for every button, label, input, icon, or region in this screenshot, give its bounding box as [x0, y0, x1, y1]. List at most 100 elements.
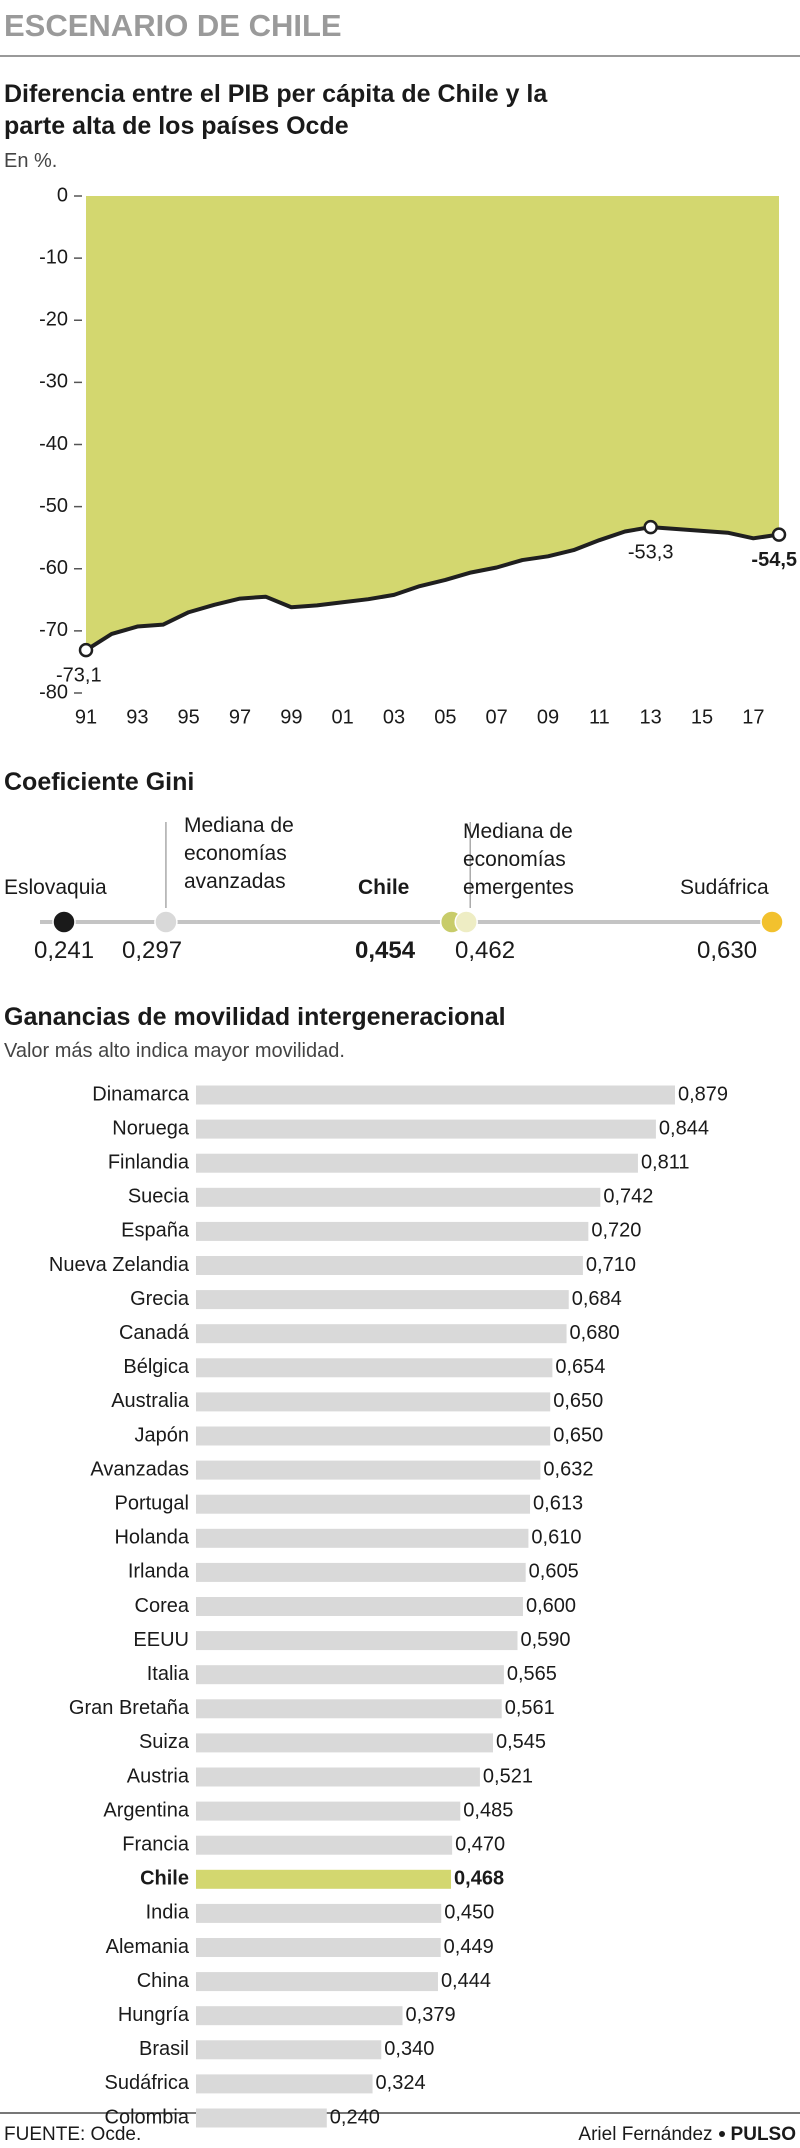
category-label: Finlandia	[108, 1151, 190, 1173]
bar	[196, 1972, 438, 1992]
category-label: Francia	[122, 1833, 190, 1855]
value-label: 0,680	[570, 1322, 620, 1344]
bar	[196, 1528, 529, 1548]
category-label: Corea	[135, 1595, 190, 1617]
dot	[454, 910, 478, 934]
value-label: 0,811	[641, 1151, 690, 1173]
category-label: Italia	[147, 1663, 190, 1685]
category-label: Alemania	[106, 1936, 190, 1958]
brand: PULSO	[730, 2124, 796, 2145]
value-label: 0,684	[572, 1288, 622, 1310]
category-label: España	[121, 1220, 190, 1242]
author: Ariel Fernández	[578, 2124, 713, 2145]
value-label: 0,340	[384, 2038, 434, 2060]
value-label: 0,720	[591, 1220, 641, 1242]
x-tick-label: 97	[229, 706, 251, 728]
separator	[718, 2131, 725, 2137]
value-label: 0,545	[496, 1731, 546, 1753]
y-tick-label: -70	[39, 619, 68, 641]
chart-title: Diferencia entre el PIB per cápita de Ch…	[4, 80, 548, 140]
category-label: Avanzadas	[90, 1458, 189, 1480]
value-label: 0,324	[376, 2072, 426, 2094]
category-label: Bélgica	[123, 1356, 189, 1378]
category-label: Suecia	[128, 1186, 190, 1208]
value-label: 0,449	[444, 1936, 494, 1958]
category-label: Sudáfrica	[680, 876, 769, 899]
value-label: 0,444	[441, 1970, 491, 1992]
bar	[196, 1665, 504, 1685]
bar	[196, 1699, 502, 1719]
bar	[196, 1903, 442, 1923]
chart-title: Coeficiente Gini	[4, 768, 195, 796]
category-label: Nueva Zelandia	[49, 1254, 190, 1276]
value-label: 0,565	[507, 1663, 557, 1685]
value-label: 0,561	[505, 1697, 555, 1719]
bar	[196, 1426, 551, 1446]
value-label: 0,521	[483, 1765, 533, 1787]
value-label: -53,3	[628, 541, 674, 563]
chart-subtitle: Valor más alto indica mayor movilidad.	[4, 1040, 345, 1062]
value-label: 0,590	[521, 1629, 571, 1651]
value-label: 0,468	[454, 1868, 504, 1890]
value-label: 0,610	[531, 1527, 581, 1549]
category-label: Chile	[140, 1868, 189, 1890]
chart-title: Ganancias de movilidad intergeneracional	[4, 1003, 506, 1031]
bar	[196, 2040, 382, 2060]
value-label: 0,600	[526, 1595, 576, 1617]
line	[84, 525, 780, 652]
category-label: Mediana de economías emergentes	[463, 820, 574, 899]
bar	[196, 1562, 526, 1582]
y-tick-label: -30	[39, 371, 68, 393]
category-label: Mediana de economías avanzadas	[184, 814, 294, 893]
value-label: 0,650	[553, 1424, 603, 1446]
y-tick-label: -10	[39, 246, 68, 268]
category-label: Grecia	[130, 1288, 190, 1310]
bar	[196, 1869, 452, 1889]
value-label: 0,241	[34, 937, 95, 964]
bar	[196, 1221, 589, 1241]
x-tick-label: 15	[691, 706, 713, 728]
category-label: Chile	[358, 876, 410, 899]
value-label: 0,613	[533, 1492, 583, 1514]
bar	[196, 1119, 656, 1139]
category-label: Suiza	[139, 1731, 190, 1753]
x-tick-label: 03	[383, 706, 405, 728]
x-tick-label: 13	[640, 706, 662, 728]
category-label: Portugal	[115, 1492, 190, 1514]
category-label: Canadá	[119, 1322, 190, 1344]
bar	[196, 1801, 461, 1821]
bar	[196, 1494, 531, 1514]
y-tick-label: -50	[39, 495, 68, 517]
bar	[196, 1153, 638, 1173]
category-label: Colombia	[105, 2106, 190, 2128]
bar	[196, 2074, 373, 2094]
bar	[196, 1938, 441, 1957]
bar	[196, 1324, 567, 1344]
category-label: Dinamarca	[92, 1083, 190, 1105]
value-label: 0,379	[406, 2004, 456, 2026]
marker	[78, 642, 94, 658]
dot	[52, 910, 76, 934]
category-label: Brasil	[139, 2038, 189, 2060]
category-label: China	[137, 1970, 190, 1992]
category-label: Hungría	[118, 2004, 190, 2026]
category-label: Austria	[127, 1765, 190, 1787]
category-label: Holanda	[114, 1527, 189, 1549]
value-label: -73,1	[56, 664, 102, 686]
value-label: 0,632	[543, 1458, 593, 1480]
bar	[196, 1733, 493, 1753]
value-label: 0,470	[455, 1833, 505, 1855]
x-tick-label: 93	[126, 706, 148, 728]
value-label: -54,5	[751, 549, 797, 571]
value-label: 0,630	[697, 937, 758, 964]
bar	[196, 1767, 480, 1787]
bar	[196, 1835, 453, 1855]
x-tick-label: 11	[589, 706, 610, 728]
x-tick-label: 07	[486, 706, 508, 728]
bar	[196, 2108, 327, 2128]
value-label: 0,844	[659, 1117, 709, 1139]
value-label: 0,450	[444, 1902, 494, 1924]
bar	[196, 1290, 569, 1310]
